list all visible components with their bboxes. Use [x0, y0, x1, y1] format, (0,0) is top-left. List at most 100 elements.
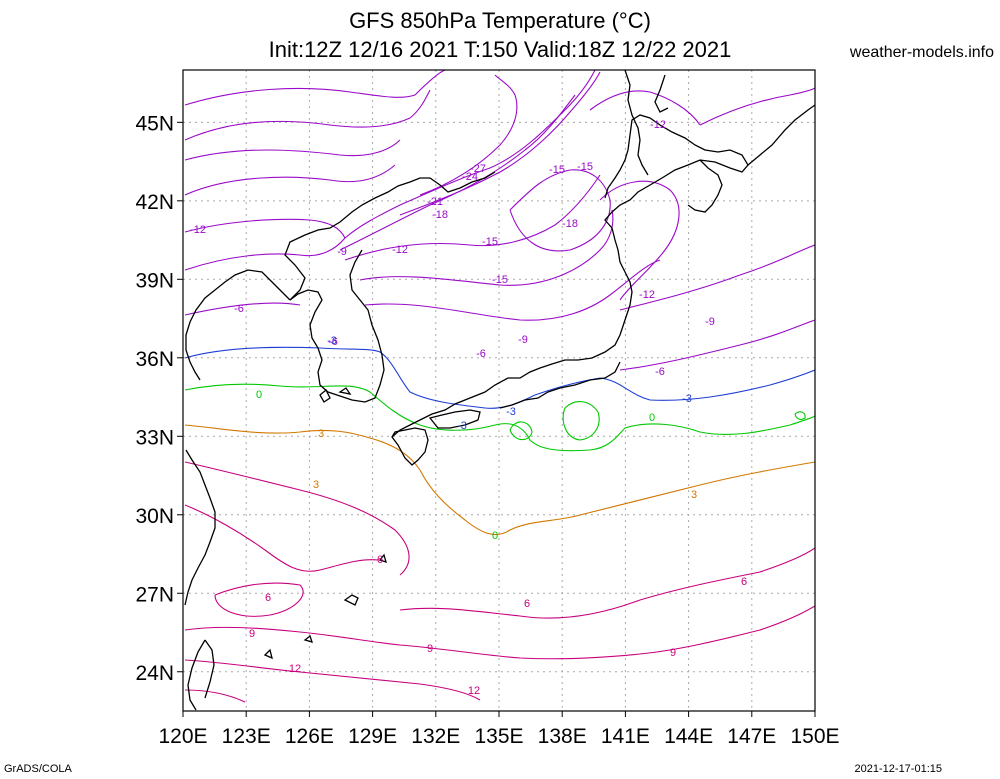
coastline-kyushu — [391, 427, 429, 466]
contour-label: 9 — [249, 628, 255, 640]
lon-label: 129E — [348, 725, 397, 748]
contour-label: 6 — [377, 554, 383, 566]
map-title: GFS 850hPa Temperature (°C) — [349, 8, 651, 33]
contour-label: -3 — [682, 393, 692, 405]
lat-label: 30N — [135, 505, 174, 528]
contour-line — [184, 605, 815, 660]
contour-line — [619, 244, 815, 311]
contour-label: -15 — [549, 164, 565, 176]
lat-labels: 24N 27N 30N 33N 36N 39N 42N 45N — [135, 112, 174, 684]
map-subtitle: Init:12Z 12/16 2021 T:150 Valid:18Z 12/2… — [268, 37, 732, 62]
contour-label: -9 — [337, 246, 347, 258]
lon-label: 126E — [285, 725, 334, 748]
coastline-honshu-south — [499, 361, 621, 409]
contour-line — [184, 424, 815, 535]
coastline-japan — [391, 114, 749, 438]
contour-label: 12 — [289, 663, 301, 675]
contour-line — [509, 421, 533, 441]
contour-label: -12 — [650, 119, 666, 131]
contour-line — [562, 401, 600, 441]
lat-label: 42N — [135, 191, 174, 214]
contour-line — [184, 164, 396, 196]
contour-label: 6 — [265, 592, 271, 604]
contour-label: -15 — [492, 274, 508, 286]
contour-label: -6 — [328, 336, 338, 348]
contour-label: -24 — [462, 171, 478, 183]
contour-label: 3 — [313, 479, 319, 491]
contour-line — [399, 71, 601, 216]
contour-label: -3 — [327, 335, 337, 347]
contour-line — [184, 89, 431, 141]
contour-line — [419, 74, 518, 196]
lon-label: 147E — [727, 725, 776, 748]
contour-line — [184, 461, 410, 576]
contour-label: 0 — [256, 389, 262, 401]
lat-label: 36N — [135, 348, 174, 371]
contour-label: 6 — [741, 576, 747, 588]
contour-line — [794, 411, 806, 420]
contour-label: -12 — [639, 289, 655, 301]
contour-line — [589, 90, 701, 126]
coastline-korea — [289, 249, 385, 403]
contour-label: -3 — [457, 420, 467, 432]
contour-label: 0 — [492, 530, 498, 542]
lon-label: 141E — [601, 725, 650, 748]
contour-line — [364, 259, 661, 321]
contour-line — [214, 582, 304, 617]
lat-lon-grid — [183, 70, 815, 711]
coastline-kurils — [747, 104, 815, 166]
contour-label: 3 — [691, 489, 697, 501]
contour-label: -15 — [577, 161, 593, 173]
lon-label: 150E — [790, 725, 839, 748]
contour-label: -27 — [470, 163, 486, 175]
coastline-taiwan — [187, 639, 215, 711]
contour-line — [619, 319, 815, 371]
contour-line — [184, 346, 815, 409]
contour-label: -6 — [655, 366, 665, 378]
contour-label: -18 — [562, 218, 578, 230]
contour-line — [509, 169, 611, 252]
site-credit: weather-models.info — [849, 44, 994, 61]
lon-label: 123E — [222, 725, 271, 748]
contour-label: 9 — [427, 643, 433, 655]
contour-line — [184, 689, 246, 703]
lon-label: 132E — [411, 725, 460, 748]
contour-label: 6 — [524, 598, 530, 610]
contour-line — [599, 180, 680, 301]
contour-label: 3 — [318, 428, 324, 440]
contour-label: -21 — [427, 196, 443, 208]
contour-line — [184, 70, 446, 106]
lat-label: 45N — [135, 112, 174, 135]
contour-line — [399, 547, 815, 619]
coastline-china — [184, 269, 291, 606]
coastline-china-north — [284, 171, 496, 301]
contour-label: -3 — [506, 406, 516, 418]
contour-line — [184, 218, 346, 239]
lon-label: 135E — [474, 725, 523, 748]
contour-label: -9 — [705, 316, 715, 328]
contour-label: -6 — [476, 348, 486, 360]
axis-ticks — [177, 121, 816, 717]
coastline-ryukyu — [263, 387, 387, 660]
contour-line — [184, 139, 401, 161]
coastline-hokkaido-east — [687, 159, 723, 213]
coastline — [184, 70, 815, 711]
footer-credit: GrADS/COLA — [4, 763, 72, 775]
contour-label: -6 — [234, 303, 244, 315]
contour-line — [184, 659, 481, 701]
contour-line — [184, 383, 815, 452]
contour-label: 0 — [649, 412, 655, 424]
contour-line — [339, 94, 576, 251]
lat-label: 39N — [135, 269, 174, 292]
contour-line — [184, 70, 596, 271]
contour-label: -18 — [432, 209, 448, 221]
contour-label: -9 — [518, 334, 528, 346]
contour-line — [344, 174, 601, 261]
contour-line — [699, 87, 815, 126]
lon-labels: 120E 123E 126E 129E 132E 135E 138E 141E 144E 147E… — [158, 725, 839, 748]
contour-line — [359, 209, 614, 286]
contour-line — [184, 302, 301, 316]
contour-label: -12 — [190, 224, 206, 236]
lon-label: 144E — [664, 725, 713, 748]
